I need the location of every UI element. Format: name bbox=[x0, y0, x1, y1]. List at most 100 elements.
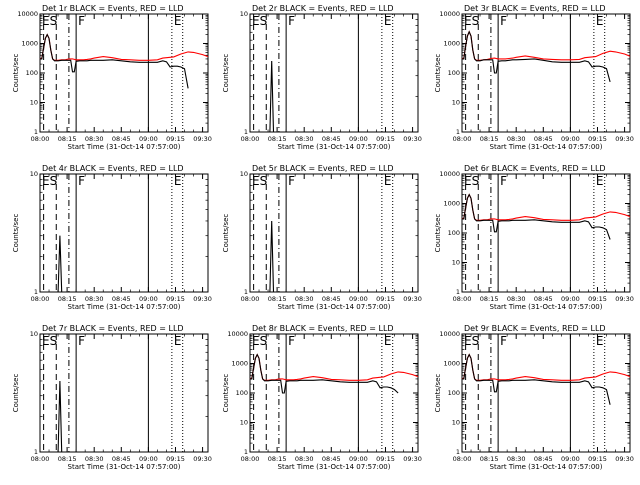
y-axis-label: Counts/sec bbox=[12, 374, 20, 413]
x-tick-label: 08:30 bbox=[295, 135, 314, 143]
y-tick-label: 1 bbox=[34, 288, 38, 296]
series-line-events bbox=[269, 60, 275, 133]
marker-label-f: F bbox=[78, 14, 85, 28]
marker-label-f: F bbox=[500, 334, 507, 348]
x-tick-label: 08:30 bbox=[85, 295, 104, 303]
x-tick-label: 08:00 bbox=[241, 135, 260, 143]
marker-label-es: ES bbox=[42, 14, 57, 28]
panel-title: Det 3r BLACK = Events, RED = LLD bbox=[464, 4, 606, 13]
series-line-events bbox=[57, 235, 63, 293]
x-tick-label: 08:30 bbox=[507, 455, 526, 463]
x-tick-label: 09:00 bbox=[349, 455, 368, 463]
x-tick-label: 09:00 bbox=[561, 295, 580, 303]
y-tick-label: 10 bbox=[240, 170, 248, 178]
panel-title: Det 5r BLACK = Events, RED = LLD bbox=[252, 164, 394, 173]
x-tick-label: 08:15 bbox=[480, 455, 499, 463]
marker-label-f: F bbox=[288, 14, 295, 28]
x-axis-label: Start Time (31-Oct-14 07:57:00) bbox=[68, 463, 181, 471]
y-tick-label: 10 bbox=[30, 99, 38, 107]
y-axis-label: Counts/sec bbox=[12, 54, 20, 93]
x-tick-label: 09:00 bbox=[139, 295, 158, 303]
y-tick-label: 10 bbox=[452, 99, 460, 107]
x-tick-label: 08:15 bbox=[480, 295, 499, 303]
x-axis-label: Start Time (31-Oct-14 07:57:00) bbox=[278, 303, 391, 311]
x-tick-label: 08:00 bbox=[241, 295, 260, 303]
y-tick-label: 1 bbox=[34, 128, 38, 136]
y-tick-label: 10 bbox=[30, 330, 38, 338]
panel-title: Det 6r BLACK = Events, RED = LLD bbox=[464, 164, 606, 173]
x-axis-label: Start Time (31-Oct-14 07:57:00) bbox=[278, 143, 391, 151]
y-axis-label: Counts/sec bbox=[434, 214, 442, 253]
x-tick-label: 08:45 bbox=[112, 455, 131, 463]
x-tick-label: 08:00 bbox=[453, 135, 472, 143]
y-tick-label: 100 bbox=[448, 389, 460, 397]
y-tick-label: 10000 bbox=[17, 10, 38, 18]
x-tick-label: 09:15 bbox=[588, 295, 607, 303]
y-tick-label: 1000 bbox=[443, 200, 460, 208]
marker-label-es: ES bbox=[252, 174, 267, 188]
x-tick-label: 08:45 bbox=[322, 135, 341, 143]
marker-label-f: F bbox=[78, 334, 85, 348]
series-line-events bbox=[40, 33, 189, 89]
x-tick-label: 08:45 bbox=[112, 135, 131, 143]
marker-label-e: E bbox=[596, 174, 604, 188]
series-line-events bbox=[462, 30, 611, 83]
x-tick-label: 09:30 bbox=[615, 455, 634, 463]
marker-label-f: F bbox=[288, 174, 295, 188]
x-tick-label: 08:00 bbox=[31, 135, 50, 143]
x-tick-label: 08:30 bbox=[507, 295, 526, 303]
x-tick-label: 08:15 bbox=[480, 135, 499, 143]
y-tick-label: 10000 bbox=[439, 170, 460, 178]
x-tick-label: 08:30 bbox=[507, 135, 526, 143]
x-axis-label: Start Time (31-Oct-14 07:57:00) bbox=[278, 463, 391, 471]
series-line-events bbox=[250, 353, 399, 394]
x-tick-label: 09:00 bbox=[139, 135, 158, 143]
plot-frame bbox=[461, 13, 631, 133]
x-tick-label: 08:45 bbox=[322, 455, 341, 463]
x-tick-label: 08:45 bbox=[322, 295, 341, 303]
x-tick-label: 09:30 bbox=[403, 135, 422, 143]
marker-label-f: F bbox=[78, 174, 85, 188]
x-tick-label: 09:15 bbox=[376, 135, 395, 143]
x-tick-label: 09:15 bbox=[166, 295, 185, 303]
y-tick-label: 1000 bbox=[21, 40, 38, 48]
y-axis-label: Counts/sec bbox=[222, 374, 230, 413]
x-tick-label: 09:15 bbox=[588, 455, 607, 463]
x-axis-label: Start Time (31-Oct-14 07:57:00) bbox=[490, 303, 603, 311]
y-tick-label: 1 bbox=[456, 128, 460, 136]
y-tick-label: 1 bbox=[456, 448, 460, 456]
marker-label-e: E bbox=[596, 14, 604, 28]
y-tick-label: 1 bbox=[244, 288, 248, 296]
x-tick-label: 09:30 bbox=[403, 455, 422, 463]
y-tick-label: 1000 bbox=[443, 40, 460, 48]
y-tick-label: 10 bbox=[240, 419, 248, 427]
plot-frame bbox=[249, 13, 419, 133]
plot-frame bbox=[249, 333, 419, 453]
marker-label-es: ES bbox=[464, 174, 479, 188]
marker-label-es: ES bbox=[464, 334, 479, 348]
x-tick-label: 09:15 bbox=[588, 135, 607, 143]
y-tick-label: 10000 bbox=[227, 330, 248, 338]
x-tick-label: 09:00 bbox=[561, 135, 580, 143]
x-tick-label: 08:15 bbox=[268, 295, 287, 303]
marker-label-e: E bbox=[174, 14, 182, 28]
x-tick-label: 08:00 bbox=[31, 295, 50, 303]
marker-label-f: F bbox=[500, 174, 507, 188]
x-tick-label: 09:00 bbox=[349, 135, 368, 143]
y-tick-label: 1 bbox=[244, 448, 248, 456]
plot-frame bbox=[461, 333, 631, 453]
y-tick-label: 100 bbox=[448, 229, 460, 237]
x-axis-label: Start Time (31-Oct-14 07:57:00) bbox=[490, 463, 603, 471]
marker-label-e: E bbox=[596, 334, 604, 348]
x-tick-label: 09:30 bbox=[615, 135, 634, 143]
x-tick-label: 09:30 bbox=[193, 135, 212, 143]
x-tick-label: 08:30 bbox=[85, 135, 104, 143]
y-tick-label: 10000 bbox=[439, 10, 460, 18]
panel-title: Det 2r BLACK = Events, RED = LLD bbox=[252, 4, 394, 13]
marker-label-es: ES bbox=[42, 174, 57, 188]
